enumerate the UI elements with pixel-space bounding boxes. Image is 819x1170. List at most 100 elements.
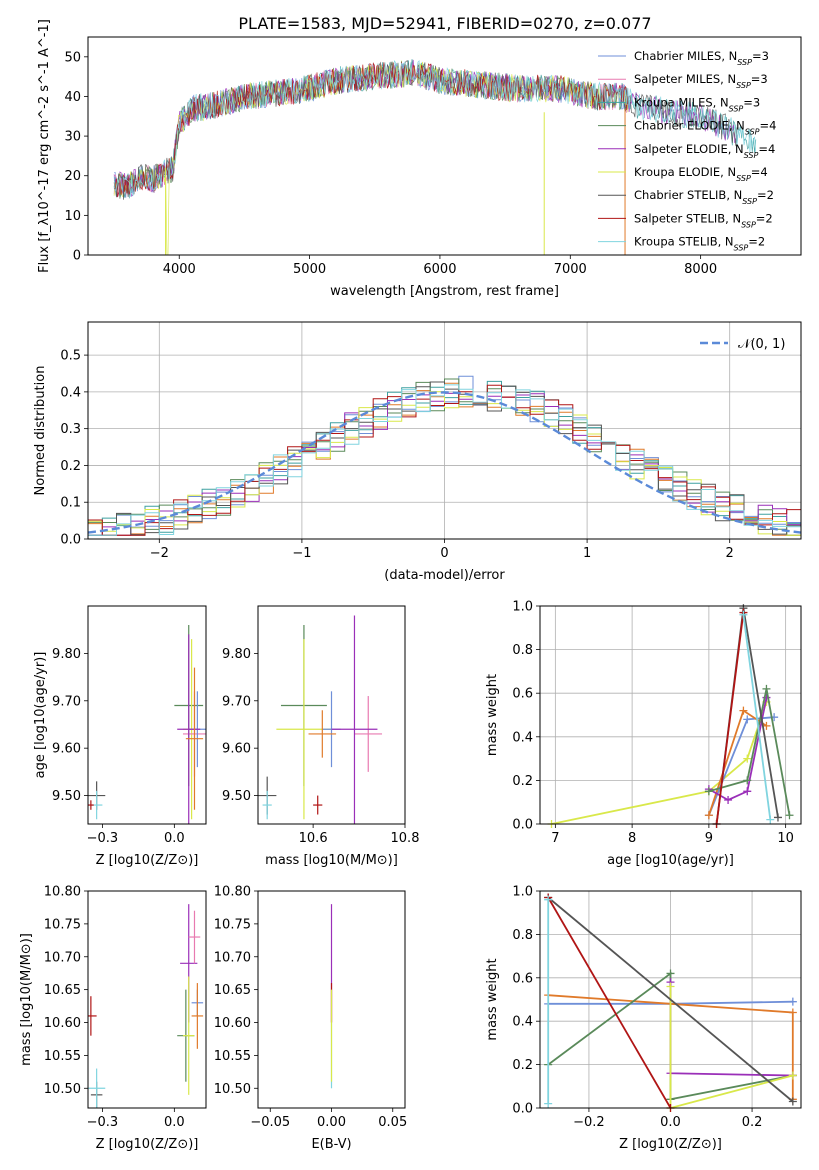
y-tick-label: 0.0 [512,1102,533,1117]
y-tick-label: 10.75 [44,917,81,932]
y-tick-label: 9.80 [52,647,81,662]
y-tick-label: 10.75 [214,917,251,932]
y-tick-label: 1.0 [512,600,533,615]
plots-layer: 4000 5000 6000 7000 800001020304050wavelengt… [19,19,802,1152]
y-tick-label: 0.4 [60,385,81,400]
legend-entry: Chabrier MILES, NSSP=3 [634,49,769,67]
x-axis-label: mass [log10(M/M⊙)] [265,853,398,868]
x-axis-label: wavelength [Angstrom, rest frame] [330,284,559,299]
y-tick-label: 10.50 [44,1082,81,1097]
x-tick-label: 10.8 [391,831,420,846]
y-tick-label: 9.60 [222,742,251,757]
x-tick-label: 10.6 [299,831,328,846]
y-tick-label: 0.2 [60,459,81,474]
y-tick-label: 10.60 [214,1016,251,1031]
axes-frame [257,890,406,1109]
x-tick-label: 0.0 [164,831,185,846]
x-tick-label: 9 [705,831,713,846]
y-tick-label: 10.65 [214,983,251,998]
legend-entry: Kroupa STELIB, NSSP=2 [634,235,765,253]
x-tick-label: 7 [551,831,559,846]
weight-marker [544,895,553,904]
y-tick-label: 10.55 [214,1049,251,1064]
axes-frame [257,605,406,825]
y-tick-label: 9.60 [52,742,81,757]
x-axis-label: Z [log10(Z/Z⊙)] [96,853,199,868]
weight-marker [544,1099,553,1108]
y-axis-label: mass weight [485,674,500,756]
figure-title: PLATE=1583, MJD=52941, FIBERID=0270, z=0… [238,14,651,33]
y-tick-label: 0.4 [512,1015,533,1030]
y-tick-label: 0.8 [512,643,533,658]
weight-line [715,612,745,824]
weight-marker [773,813,782,822]
x-tick-label: 7000 [554,262,587,277]
axes-mass_vs_Z: −0.3 0.0 10.50 10.55 10.60 10.65 10.70 10.75 10.… [19,885,207,1152]
y-tick-label: 1.0 [512,885,533,900]
y-tick-label: 10.80 [214,885,251,900]
y-axis-label: Normed distribution [33,366,48,496]
y-axis-label: mass weight [485,958,500,1040]
x-tick-label: 4000 [163,262,196,277]
legend-entry: 𝒩(0, 1) [738,337,785,352]
normal-curve [88,391,801,534]
y-tick-label: 0.3 [60,422,81,437]
weight-line [708,697,768,802]
legend: Chabrier MILES, NSSP=3 Salpeter MILES, NS… [598,49,776,252]
y-tick-label: 10 [64,209,81,224]
y-tick-label: 0.6 [512,687,533,702]
spectrum-line [113,62,629,198]
y-tick-label: 9.70 [52,694,81,709]
legend-entry: Salpeter MILES, NSSP=3 [634,72,768,90]
weight-marker [743,787,752,796]
y-tick-label: 9.50 [222,789,251,804]
x-tick-label: 0.2 [742,1115,763,1130]
legend-entry: Salpeter ELODIE, NSSP=4 [634,142,775,160]
weight-marker [762,684,771,693]
weight-marker [739,610,748,619]
x-tick-label: 10 [777,831,794,846]
y-tick-label: 20 [64,169,81,184]
weight-marker [788,1071,797,1080]
axes-frame [87,321,802,540]
weight-marker [785,811,794,820]
weight-line [547,897,672,1108]
x-tick-label: 8000 [684,262,717,277]
y-tick-label: 10.80 [44,885,81,900]
weight-line [669,982,793,1077]
x-tick-label: 5000 [293,262,326,277]
x-tick-label: −0.2 [573,1115,605,1130]
x-tick-label: 1 [583,546,591,561]
x-tick-label: 8 [628,831,636,846]
axes-weight_vs_age: 7 8 9 10 0.0 0.2 0.4 0.6 0.8 1.0 age [log10(age/yr… [485,600,802,868]
y-tick-label: 0.0 [512,818,533,833]
y-tick-label: 0.5 [60,349,81,364]
y-tick-label: 30 [64,130,81,145]
weight-marker [724,796,733,805]
axes-spectrum: 4000 5000 6000 7000 8000 0 10 20 30 40 50 wavelengt… [37,19,802,299]
x-tick-label: 0.0 [660,1115,681,1130]
axes-age_vs_Z: −0.3 0.0 9.50 9.60 9.70 9.80 Z [log10(Z/Z⊙)] ag… [33,605,207,868]
y-axis-label: age [log10(age/yr)] [33,652,48,779]
x-axis-label: E(B-V) [311,1137,351,1152]
weight-line [551,701,768,824]
x-axis-label: Z [log10(Z/Z⊙)] [96,1137,199,1152]
axes-weight_vs_Z: −0.2 0.0 0.2 0.0 0.2 0.4 0.6 0.8 1.0 Z [log10(Z/Z… [485,885,802,1152]
axes-age_vs_mass: 10.6 10.8 9.50 9.60 9.70 9.80 mass [log10(M/M⊙… [222,605,420,868]
y-tick-label: 0 [73,249,81,264]
weight-marker [766,815,775,824]
y-tick-label: 10.65 [44,983,81,998]
axes-frame [539,605,802,825]
histogram-series [88,384,801,539]
x-tick-label: 2 [726,546,734,561]
weight-marker [704,811,713,820]
spectrum-line [113,59,757,197]
y-tick-label: 10.70 [44,950,81,965]
weight-marker [788,1008,797,1017]
y-tick-label: 0.0 [60,533,81,548]
weight-line [708,688,791,816]
weight-marker [743,715,752,724]
legend-entry: Salpeter STELIB, NSSP=2 [634,211,773,229]
y-tick-label: 9.50 [52,789,81,804]
weight-marker [704,787,713,796]
